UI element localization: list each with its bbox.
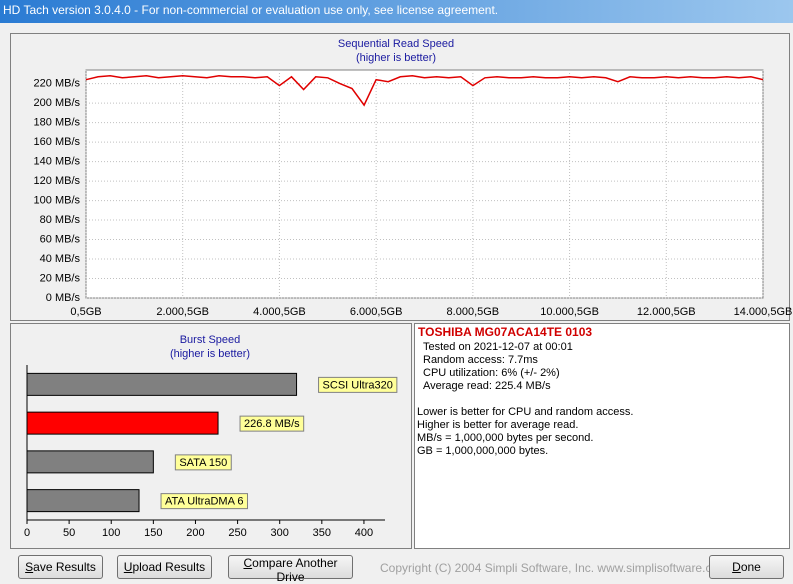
x-tick-label: 10.000,5GB xyxy=(540,306,599,318)
y-tick-label: 0 MB/s xyxy=(46,292,81,304)
info-note: GB = 1,000,000,000 bytes. xyxy=(417,445,548,457)
read-speed-line xyxy=(85,75,764,107)
bar xyxy=(26,372,298,396)
chart-title: Sequential Read Speed xyxy=(338,38,454,50)
y-tick-label: 20 MB/s xyxy=(40,272,81,284)
y-tick-label: 100 MB/s xyxy=(34,194,81,206)
x-tick-label: 200 xyxy=(186,527,204,539)
x-tick-label: 150 xyxy=(144,527,162,539)
x-tick-label: 400 xyxy=(355,527,373,539)
x-tick-label: 0,5GB xyxy=(70,306,101,318)
bar-label: ATA UltraDMA 6 xyxy=(165,496,243,508)
info-stat: Tested on 2021-12-07 at 00:01 xyxy=(423,341,573,353)
copyright: Copyright (C) 2004 Simpli Software, Inc.… xyxy=(380,561,728,575)
bar-label: SATA 150 xyxy=(179,457,227,469)
panel-info xyxy=(414,323,790,549)
x-tick-label: 8.000,5GB xyxy=(447,306,500,318)
x-tick-label: 14.000,5GB xyxy=(734,306,793,318)
title-bar xyxy=(0,0,793,23)
label-box xyxy=(239,415,305,432)
y-tick-label: 40 MB/s xyxy=(40,253,81,265)
chart-subtitle: (higher is better) xyxy=(170,348,250,360)
info-stat: Average read: 225.4 MB/s xyxy=(423,380,551,392)
x-tick-label: 6.000,5GB xyxy=(350,306,403,318)
button[interactable]: Compare Another Drive xyxy=(228,555,353,584)
label-box xyxy=(318,376,398,393)
window-title: HD Tach version 3.0.4.0 - For non-commer… xyxy=(3,3,498,17)
label-box xyxy=(160,493,248,510)
x-tick-label: 0 xyxy=(24,527,30,539)
label-box xyxy=(174,454,232,471)
info-note: Higher is better for average read. xyxy=(417,419,578,431)
bar xyxy=(26,450,154,474)
button[interactable]: Save Results xyxy=(18,555,103,579)
button[interactable]: Upload Results xyxy=(117,555,212,579)
bar xyxy=(26,489,140,513)
info-note: MB/s = 1,000,000 bytes per second. xyxy=(417,432,593,444)
x-tick-label: 50 xyxy=(63,527,75,539)
x-tick-label: 100 xyxy=(102,527,120,539)
x-tick-label: 4.000,5GB xyxy=(253,306,306,318)
chart-title: Burst Speed xyxy=(180,334,241,346)
y-tick-label: 120 MB/s xyxy=(34,175,81,187)
y-tick-label: 160 MB/s xyxy=(34,136,81,148)
plot-area xyxy=(85,69,764,299)
info-note: Lower is better for CPU and random acces… xyxy=(417,406,633,418)
x-tick-label: 12.000,5GB xyxy=(637,306,696,318)
x-tick-label: 350 xyxy=(313,527,331,539)
bar-label: 226.8 MB/s xyxy=(244,418,300,430)
chart-subtitle: (higher is better) xyxy=(356,52,436,64)
x-tick-label: 250 xyxy=(228,527,246,539)
y-tick-label: 140 MB/s xyxy=(34,155,81,167)
y-tick-label: 80 MB/s xyxy=(40,214,81,226)
x-tick-label: 300 xyxy=(271,527,289,539)
bar xyxy=(26,411,219,435)
x-tick-label: 2.000,5GB xyxy=(156,306,209,318)
info-stat: CPU utilization: 6% (+/- 2%) xyxy=(423,367,560,379)
bar-label: SCSI Ultra320 xyxy=(323,379,393,391)
y-tick-label: 220 MB/s xyxy=(34,78,81,90)
y-tick-label: 60 MB/s xyxy=(40,233,81,245)
y-tick-label: 180 MB/s xyxy=(34,117,81,129)
info-stat: Random access: 7.7ms xyxy=(423,354,538,366)
y-tick-label: 200 MB/s xyxy=(34,97,81,109)
button[interactable]: Done xyxy=(709,555,784,579)
drive-name: TOSHIBA MG07ACA14TE 0103 xyxy=(418,325,592,339)
